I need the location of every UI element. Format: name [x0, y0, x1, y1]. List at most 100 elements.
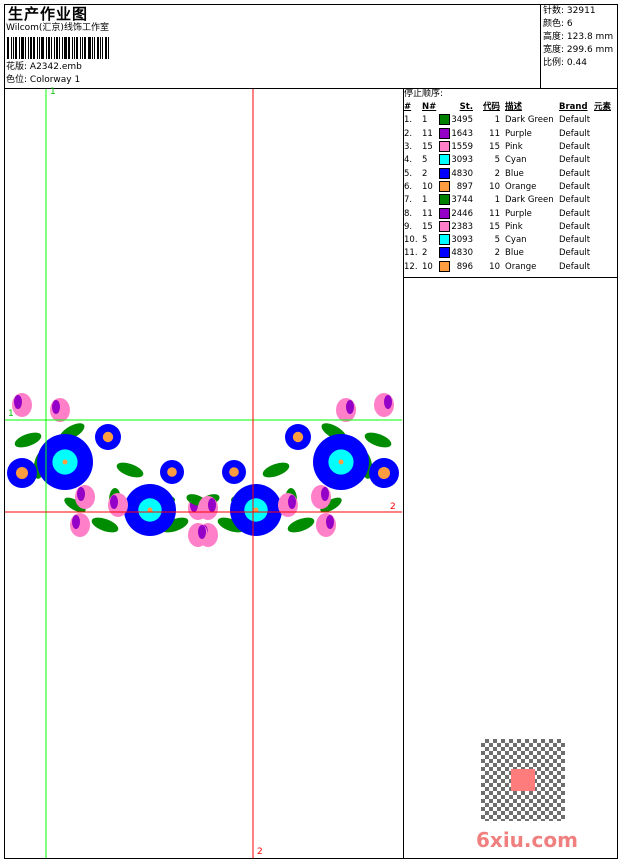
barcode-bar: [13, 37, 14, 59]
color-swatch: [439, 207, 450, 219]
row-code: 5: [494, 155, 500, 166]
barcode-bar: [102, 37, 103, 59]
barcode-bar: [105, 37, 107, 59]
barcode-bar: [28, 37, 29, 59]
color-count: 颜色: 6: [543, 19, 573, 29]
row-brand: Default: [559, 235, 591, 246]
row-stitches: 4830: [451, 248, 473, 259]
barcode-bar: [94, 37, 95, 59]
barcode-bar: [72, 37, 73, 59]
tulip-petal: [52, 400, 60, 414]
company-name: Wilcom(汇京)线饰工作室: [6, 23, 109, 33]
barcode-bar: [88, 37, 91, 59]
color-swatch: [439, 260, 450, 272]
table-row: 3. 15 1559 15 Pink Default: [404, 141, 611, 154]
design-scale: 比例: 0.44: [543, 58, 587, 68]
end-marker-bottom: 2: [257, 847, 263, 857]
row-needle: 5: [422, 155, 428, 166]
flower-center: [102, 431, 114, 443]
row-needle: 1: [422, 195, 428, 206]
leaf: [91, 517, 119, 533]
tulip-petal: [198, 525, 206, 539]
qr-code: [481, 739, 565, 821]
barcode-bar: [82, 37, 83, 59]
stamp-logo: [511, 769, 535, 791]
row-index: 2.: [404, 128, 413, 139]
color-swatch: [439, 247, 450, 259]
row-code: 10: [489, 261, 500, 272]
start-marker-top: 1: [50, 87, 56, 97]
row-index: 3.: [404, 142, 413, 153]
barcode-bar: [41, 37, 44, 59]
flower-center: [378, 467, 390, 479]
tulip-petal: [346, 400, 354, 414]
barcode-bar: [39, 37, 40, 59]
barcode-bar: [19, 37, 20, 59]
row-brand: Default: [559, 181, 591, 192]
row-index: 4.: [404, 155, 413, 166]
flower-center: [16, 467, 28, 479]
col-code: 代码: [482, 102, 500, 113]
stop-sequence-table: # N# St. 代码 描述 Brand 元素 1. 1 3495 1 Dark…: [404, 101, 611, 274]
barcode-bar: [68, 37, 70, 59]
page-title: 生产作业图: [8, 5, 89, 23]
row-index: 6.: [404, 181, 413, 192]
row-needle: 2: [422, 248, 428, 259]
barcode-bar: [56, 37, 58, 59]
barcode-bar: [76, 37, 78, 59]
row-brand: Default: [559, 248, 591, 259]
row-description: Cyan: [505, 235, 527, 246]
row-stitches: 3093: [451, 155, 473, 166]
table-row: 10. 5 3093 5 Cyan Default: [404, 234, 611, 247]
tulip-petal: [208, 498, 216, 512]
barcode-bar: [84, 37, 86, 59]
leaf: [14, 432, 42, 448]
barcode-bar: [11, 37, 12, 59]
row-description: Orange: [505, 181, 537, 192]
leaf: [116, 462, 144, 478]
row-stitches: 4830: [451, 168, 473, 179]
leaf: [364, 432, 392, 448]
row-description: Purple: [505, 208, 532, 219]
design-width: 宽度: 299.6 mm: [543, 45, 614, 55]
row-description: Dark Green: [505, 115, 554, 126]
tulip-petal: [326, 515, 334, 529]
tulip-petal: [72, 515, 80, 529]
row-code: 2: [494, 168, 500, 179]
stitch-count: 针数: 32911: [543, 6, 596, 16]
leaf: [64, 497, 86, 513]
row-index: 11.: [404, 248, 418, 259]
flower-stamen: [147, 507, 153, 513]
design-label: 花版:: [6, 62, 28, 72]
row-code: 15: [489, 221, 500, 232]
pane-divider: [403, 88, 404, 859]
row-stitches: 2383: [451, 221, 473, 232]
flower-stamen: [338, 459, 344, 465]
table-row: 7. 1 3744 1 Dark Green Default: [404, 194, 611, 207]
color-swatch: [439, 127, 450, 139]
col-description: 描述: [505, 102, 523, 113]
flower-stamen: [253, 507, 259, 513]
row-description: Pink: [505, 221, 523, 232]
barcode-bar: [37, 37, 38, 59]
color-swatch: [439, 220, 450, 232]
row-code: 15: [489, 142, 500, 153]
row-code: 1: [494, 195, 500, 206]
table-row: 5. 2 4830 2 Blue Default: [404, 167, 611, 180]
row-stitches: 1643: [451, 128, 473, 139]
barcode-bar: [62, 37, 63, 59]
start-marker-left: 1: [8, 409, 14, 419]
flower-center: [292, 431, 304, 443]
row-brand: Default: [559, 195, 591, 206]
row-description: Dark Green: [505, 195, 554, 206]
row-code: 5: [494, 235, 500, 246]
watermark-text: 6xiu.com: [476, 828, 578, 852]
row-stitches: 896: [456, 261, 473, 272]
row-brand: Default: [559, 155, 591, 166]
barcode-bar: [100, 37, 101, 59]
row-index: 5.: [404, 168, 413, 179]
row-brand: Default: [559, 168, 591, 179]
col-element: 元素: [594, 102, 612, 113]
